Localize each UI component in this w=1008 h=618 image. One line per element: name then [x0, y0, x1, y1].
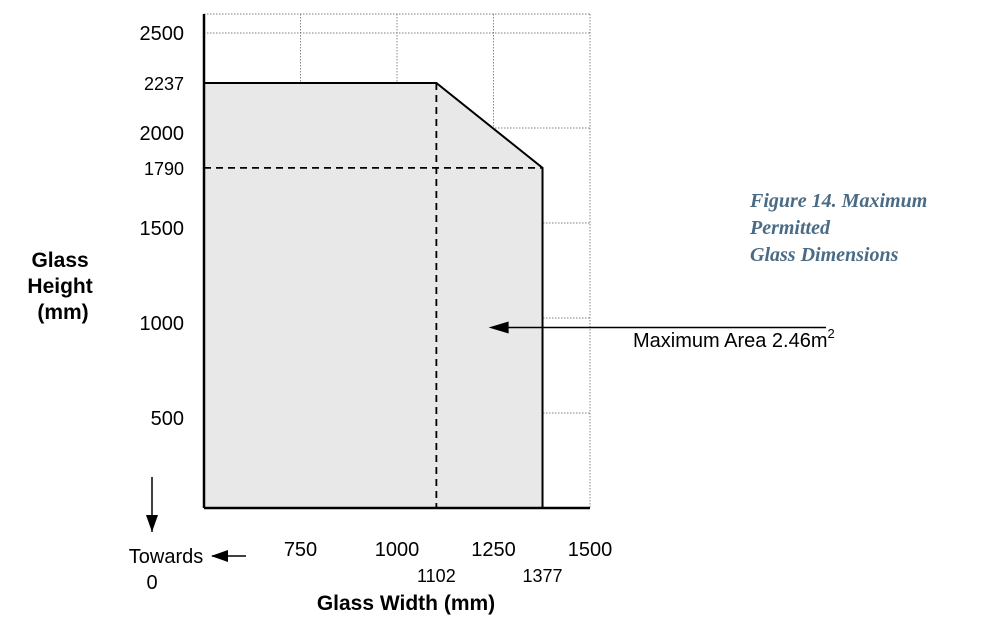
y-axis-title-line-3: (mm)	[37, 301, 88, 324]
y-tick-label-1790: 1790	[144, 159, 184, 179]
y-tick-label-2000: 2000	[140, 123, 185, 145]
y-tick-label-1500: 1500	[140, 218, 185, 240]
x-tick-label-1500: 1500	[568, 539, 613, 561]
towards-zero-line-1: Towards	[129, 546, 203, 568]
tick-labels: 500 1000 1500 1790 2000 2237 2500 750 1000 1250 15…	[140, 23, 613, 586]
figure-caption-line-2: Glass Dimensions	[750, 244, 899, 266]
y-tick-label-500: 500	[151, 408, 184, 430]
boundary-line	[204, 81, 544, 508]
max-area-annotation: Maximum Area 2.46m2	[633, 326, 835, 352]
x-subtick-label-1377: 1377	[522, 566, 562, 586]
x-subtick-label-1102: 1102	[417, 566, 456, 586]
y-tick-label-2237: 2237	[144, 74, 184, 94]
x-tick-label-1250: 1250	[471, 539, 516, 561]
x-axis-title: Glass Width (mm)	[317, 592, 495, 615]
towards-zero-down-arrowhead	[146, 515, 158, 532]
reference-lines	[204, 82, 543, 508]
towards-zero-line-2: 0	[146, 572, 157, 594]
axes	[202, 14, 590, 510]
figure-caption: Figure 14. Maximum Permitted Glass Dimen…	[750, 188, 1008, 269]
y-tick-label-2500: 2500	[140, 23, 185, 45]
max-area-superscript: 2	[828, 326, 835, 341]
x-tick-label-750: 750	[284, 539, 317, 561]
x-tick-label-1000: 1000	[375, 539, 420, 561]
permitted-area-fill	[204, 82, 543, 508]
max-area-arrowhead	[488, 321, 509, 334]
y-axis-title: Glass Height (mm)	[27, 249, 98, 324]
y-tick-label-1000: 1000	[140, 313, 185, 335]
max-area-text: Maximum Area 2.46m	[633, 330, 828, 352]
figure-caption-line-1: Figure 14. Maximum Permitted	[750, 190, 928, 239]
y-axis-title-line-2: Height	[27, 275, 92, 298]
y-axis-title-line-1: Glass	[31, 249, 88, 272]
towards-zero-left-arrowhead	[211, 550, 228, 562]
permitted-area	[204, 81, 544, 508]
